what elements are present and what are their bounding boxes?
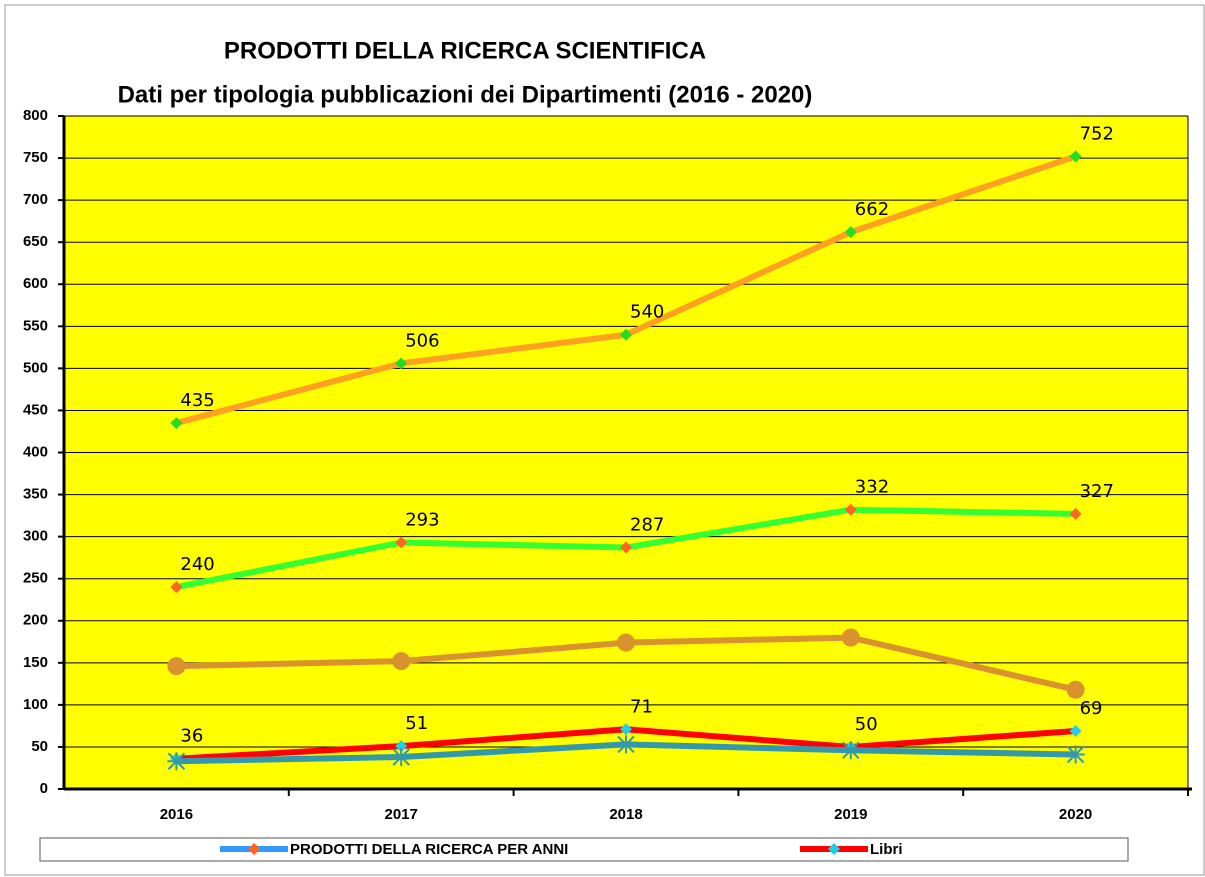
marker	[620, 541, 632, 554]
data-label: 36	[180, 726, 203, 747]
y-tick-label: 600	[23, 275, 48, 292]
y-tick-label: 350	[23, 486, 48, 503]
legend	[39, 837, 1129, 862]
marker	[395, 536, 408, 549]
legend-label: Libri	[870, 841, 903, 858]
marker	[841, 628, 860, 647]
data-label: 240	[180, 554, 214, 575]
y-tick-label: 450	[23, 401, 48, 418]
data-label: 51	[405, 713, 428, 734]
marker	[395, 357, 408, 370]
chart-title: PRODOTTI DELLA RICERCA SCIENTIFICA	[224, 37, 706, 64]
data-label: 506	[405, 330, 439, 351]
marker	[1069, 724, 1082, 737]
y-tick-label: 400	[23, 443, 48, 460]
marker	[167, 752, 186, 771]
x-tick-label: 2017	[385, 806, 418, 823]
legend-label: PRODOTTI DELLA RICERCA PER ANNI	[290, 841, 568, 858]
marker	[1069, 507, 1082, 520]
legend-marker	[248, 843, 260, 855]
marker	[392, 748, 411, 767]
data-label: 752	[1080, 123, 1114, 144]
marker	[617, 633, 635, 652]
y-tick-label: 100	[23, 696, 48, 713]
marker	[620, 328, 632, 341]
marker	[617, 735, 635, 754]
data-label: 327	[1080, 481, 1114, 502]
y-tick-label: 500	[23, 359, 48, 376]
marker	[841, 741, 860, 760]
y-tick-label: 750	[23, 149, 48, 166]
data-label: 50	[855, 714, 878, 735]
marker	[1066, 680, 1085, 699]
marker	[844, 503, 857, 516]
marker	[395, 740, 408, 753]
y-tick-label: 200	[23, 612, 48, 629]
y-tick-label: 650	[23, 233, 48, 250]
data-label: 287	[630, 515, 664, 536]
y-tick-label: 550	[23, 317, 48, 334]
data-label: 540	[630, 302, 664, 323]
chart-subtitle: Dati per tipologia pubblicazioni dei Dip…	[118, 81, 813, 108]
marker	[844, 226, 857, 239]
marker	[620, 723, 632, 736]
data-label: 293	[405, 510, 439, 531]
x-tick-label: 2016	[160, 806, 193, 823]
y-tick-label: 800	[23, 107, 48, 124]
y-tick-label: 250	[23, 570, 48, 587]
marker	[167, 657, 186, 676]
marker	[392, 652, 411, 671]
marker	[1069, 150, 1082, 163]
y-tick-label: 300	[23, 528, 48, 545]
marker	[1066, 745, 1085, 764]
y-tick-label: 700	[23, 191, 48, 208]
y-tick-label: 50	[31, 738, 48, 755]
marker	[170, 417, 183, 430]
data-label: 332	[855, 477, 889, 498]
x-tick-label: 2020	[1059, 806, 1092, 823]
data-label: 71	[630, 696, 653, 717]
marker	[170, 581, 183, 594]
y-tick-label: 0	[40, 780, 48, 797]
x-tick-label: 2019	[834, 806, 867, 823]
data-label: 69	[1080, 698, 1103, 719]
data-label: 662	[855, 199, 889, 220]
data-label: 435	[180, 390, 214, 411]
x-tick-label: 2018	[609, 806, 642, 823]
y-tick-label: 150	[23, 654, 48, 671]
legend-marker	[828, 843, 840, 855]
